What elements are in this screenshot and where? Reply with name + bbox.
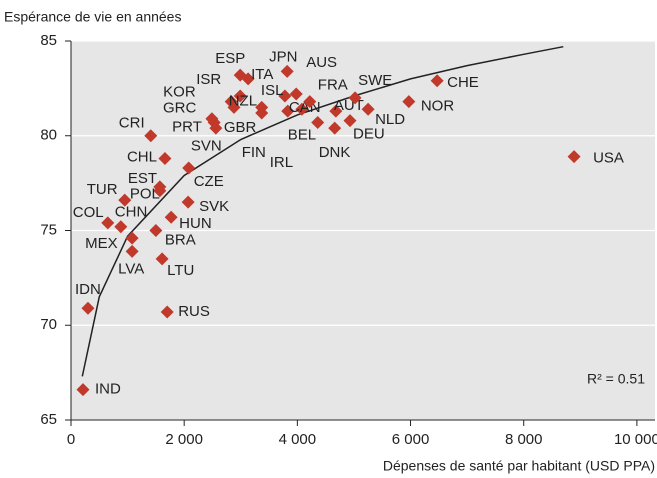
point-label: GBR	[224, 119, 257, 136]
point	[255, 106, 269, 120]
point-label: DEU	[353, 126, 385, 143]
point-label: NOR	[421, 98, 455, 115]
point-label: SVN	[191, 138, 222, 155]
point-label: USA	[593, 150, 624, 167]
x-tick-label: 6 000	[392, 431, 430, 448]
x-tick-label: 2 000	[165, 431, 203, 448]
point-label: NZL	[229, 92, 257, 109]
point-label: CZE	[194, 173, 224, 190]
point-label: POL	[130, 186, 160, 203]
point-label: CHL	[127, 148, 157, 165]
point-label: JPN	[269, 48, 297, 65]
point-label: MEX	[85, 235, 118, 252]
point	[295, 102, 309, 116]
point	[118, 193, 132, 207]
point	[289, 87, 303, 101]
y-tick-label: 75	[40, 221, 57, 238]
point-label: EST	[128, 170, 157, 187]
point	[181, 195, 195, 209]
point-label: ESP	[215, 50, 245, 67]
point-label: ITA	[251, 66, 273, 83]
y-tick-label: 80	[40, 127, 57, 144]
trendline	[81, 45, 564, 377]
point-label: CHN	[115, 204, 148, 221]
point-label: IDN	[75, 281, 101, 298]
point	[430, 74, 444, 88]
point	[402, 95, 416, 109]
point-label: IND	[95, 381, 121, 398]
x-tick-label: 8 000	[505, 431, 543, 448]
point	[281, 104, 295, 118]
point-label: IRL	[270, 154, 293, 171]
point	[76, 383, 90, 397]
point	[149, 224, 163, 237]
point-label: RUS	[178, 303, 210, 320]
point	[155, 252, 169, 266]
point	[144, 129, 158, 143]
point-label: KOR	[163, 84, 196, 101]
point	[303, 95, 317, 109]
point-label: BEL	[288, 126, 316, 143]
point	[227, 100, 241, 114]
point-label: DNK	[319, 144, 351, 161]
point	[114, 220, 128, 234]
point-label: AUS	[306, 54, 337, 71]
point-label: HUN	[179, 215, 212, 232]
point	[164, 210, 178, 224]
point	[101, 216, 115, 230]
point-label: COL	[73, 204, 104, 221]
point	[348, 91, 362, 105]
point-label: TUR	[87, 181, 118, 198]
point	[182, 161, 196, 175]
point	[125, 231, 139, 245]
point-label: NLD	[375, 111, 405, 128]
point	[280, 64, 294, 78]
point	[160, 305, 174, 319]
x-tick-label: 10 000	[614, 431, 657, 448]
point	[278, 89, 292, 103]
point-label: ISR	[196, 71, 221, 88]
y-tick-label: 70	[40, 316, 57, 333]
point	[209, 121, 223, 135]
point	[311, 115, 325, 129]
point	[567, 150, 581, 164]
point	[328, 121, 342, 135]
point-label: BRA	[165, 231, 196, 248]
point-label: CHE	[447, 74, 479, 91]
point-label: SWE	[358, 72, 392, 89]
point-label: CRI	[119, 115, 145, 132]
point-label: LTU	[167, 262, 194, 279]
point	[153, 180, 167, 194]
point	[241, 72, 255, 86]
point-label: FRA	[318, 77, 348, 94]
x-axis-label: Dépenses de santé par habitant (USD PPA)	[383, 458, 655, 474]
point-label: SVK	[199, 198, 229, 215]
point	[125, 244, 139, 258]
point-label: ISL	[261, 82, 284, 99]
y-tick-label: 65	[40, 411, 57, 428]
x-tick-label: 0	[67, 431, 75, 448]
point-label: PRT	[172, 118, 202, 135]
y-tick-label: 85	[40, 32, 57, 49]
point	[81, 301, 95, 315]
point	[343, 114, 357, 128]
point	[329, 104, 343, 118]
point-label: LVA	[118, 260, 144, 277]
point-label: FIN	[242, 144, 266, 161]
y-axis-label: Espérance de vie en années	[4, 9, 181, 25]
point-label: GRC	[163, 99, 197, 116]
x-tick-label: 4 000	[279, 431, 317, 448]
point	[233, 89, 247, 103]
annotation: R² = 0.51	[587, 371, 645, 387]
point	[158, 151, 172, 165]
point	[361, 102, 375, 116]
